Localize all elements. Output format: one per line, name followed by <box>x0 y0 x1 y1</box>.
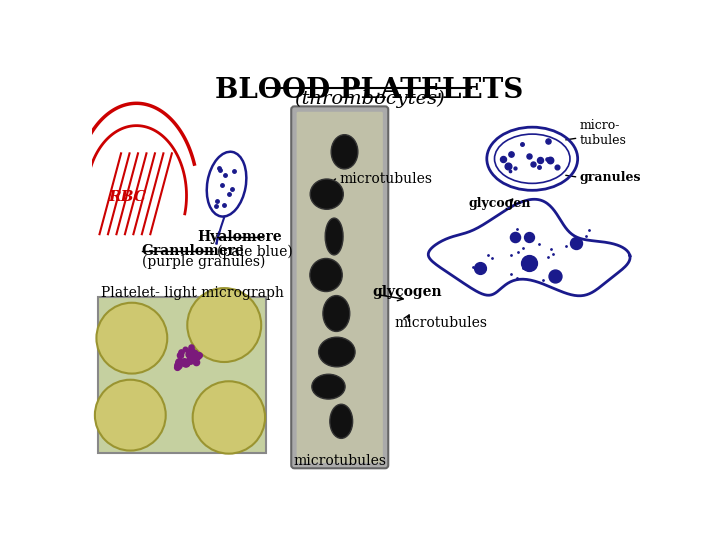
Circle shape <box>187 288 261 362</box>
Text: microtubules: microtubules <box>395 316 487 330</box>
Ellipse shape <box>319 337 355 367</box>
Circle shape <box>95 380 166 450</box>
Ellipse shape <box>310 259 342 292</box>
Circle shape <box>96 303 167 374</box>
Text: glycogen: glycogen <box>469 197 531 210</box>
Ellipse shape <box>310 179 343 210</box>
Text: Hyalomere: Hyalomere <box>197 231 282 244</box>
Text: micro-
tubules: micro- tubules <box>580 119 627 146</box>
Text: BLOOD PLATELETS: BLOOD PLATELETS <box>215 77 523 104</box>
Text: Platelet- light micrograph: Platelet- light micrograph <box>101 286 284 300</box>
Ellipse shape <box>325 218 343 255</box>
FancyBboxPatch shape <box>297 112 383 463</box>
Text: (purple granules): (purple granules) <box>142 255 265 269</box>
Ellipse shape <box>323 295 350 332</box>
Text: microtubules: microtubules <box>293 455 386 468</box>
Text: glycogen: glycogen <box>373 285 443 299</box>
Text: RBC: RBC <box>109 190 147 204</box>
Text: microtubules: microtubules <box>340 172 433 186</box>
FancyBboxPatch shape <box>291 106 388 468</box>
Text: (pale blue): (pale blue) <box>217 244 292 259</box>
Text: granules: granules <box>580 171 642 184</box>
Text: (thrombocytes): (thrombocytes) <box>294 90 444 107</box>
Ellipse shape <box>330 404 353 438</box>
Circle shape <box>193 381 265 454</box>
Text: Granulomere: Granulomere <box>142 244 245 258</box>
Ellipse shape <box>331 134 358 169</box>
Ellipse shape <box>312 374 345 399</box>
FancyBboxPatch shape <box>98 298 266 453</box>
